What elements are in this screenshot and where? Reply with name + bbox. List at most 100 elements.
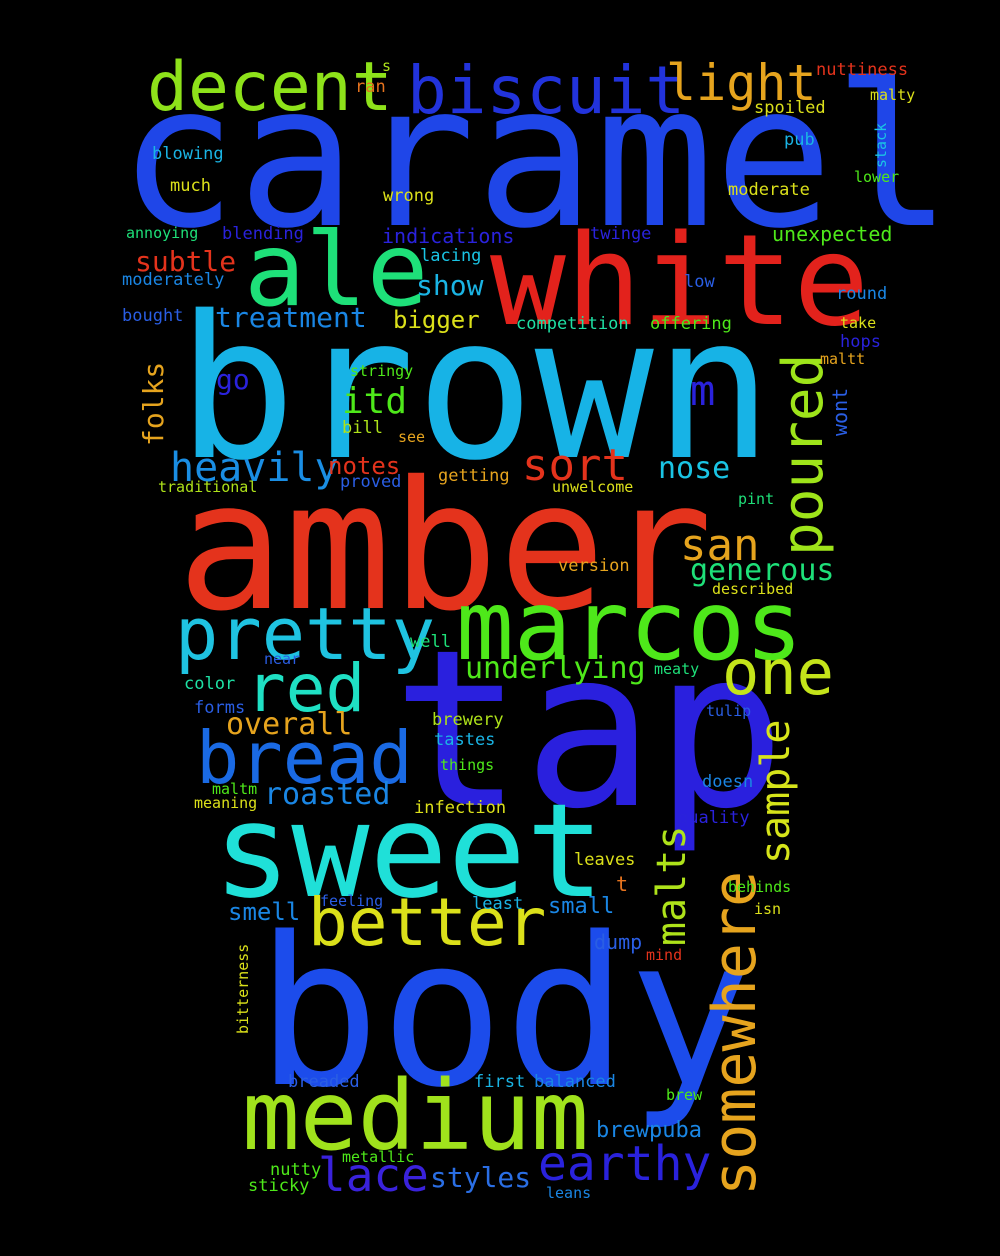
word-spoiled: spoiled	[754, 98, 826, 118]
word-blending: blending	[222, 224, 304, 244]
word-heavily: heavily	[170, 445, 339, 491]
word-feeling: feeling	[320, 892, 384, 910]
word-bill: bill	[342, 418, 383, 438]
word-well: well	[410, 632, 451, 652]
word-unexpected: unexpected	[772, 222, 893, 246]
word-maltt: maltt	[820, 350, 866, 368]
word-underlying: underlying	[465, 651, 646, 686]
word-lacing: lacing	[420, 246, 482, 266]
word-competition: competition	[516, 314, 629, 334]
word-leans: leans	[546, 1184, 592, 1202]
word-described: described	[712, 580, 794, 598]
word-wont: wont	[828, 387, 852, 436]
word-itd: itd	[342, 381, 408, 422]
word-take: take	[840, 314, 877, 332]
word-treatment: treatment	[215, 301, 367, 334]
word-quality: quality	[678, 808, 750, 828]
word-maltm: maltm	[212, 780, 258, 798]
word-sticky: sticky	[248, 1176, 310, 1196]
word-blowing: blowing	[152, 144, 224, 164]
word-amber: amber	[177, 443, 713, 650]
word-metallic: metallic	[342, 1148, 415, 1166]
word-much: much	[170, 176, 211, 196]
word-offering: offering	[650, 314, 732, 334]
word-poured: poured	[771, 353, 836, 556]
word-unwelcome: unwelcome	[552, 478, 634, 496]
word-red: red	[246, 650, 366, 727]
word-white: white	[490, 207, 870, 354]
word-isn: isn	[754, 900, 782, 918]
word-marcos: marcos	[456, 570, 803, 682]
word-medium: medium	[242, 1060, 589, 1172]
word-tap: tap	[392, 604, 786, 857]
word-m: m	[690, 366, 716, 415]
word-overall: overall	[226, 707, 353, 742]
word-one: one	[722, 636, 834, 709]
word-body: body	[256, 893, 753, 1133]
word-show: show	[416, 269, 484, 302]
word-bitterness: bitterness	[234, 943, 252, 1034]
word-leaves: leaves	[574, 850, 636, 870]
word-notes: notes	[328, 452, 401, 480]
word-ale: ale	[244, 211, 429, 330]
word-round: round	[836, 284, 888, 304]
word-subtle: subtle	[135, 245, 237, 278]
word-brown: brown	[177, 273, 774, 504]
word-infection: infection	[414, 798, 507, 818]
word-somewhere: somewhere	[700, 870, 770, 1196]
word-annoying: annoying	[126, 224, 199, 242]
word-bigger: bigger	[393, 306, 480, 334]
word-smell: smell	[228, 898, 301, 926]
word-tastes: tastes	[434, 730, 496, 750]
word-color: color	[184, 674, 236, 694]
word-stringy: stringy	[350, 362, 414, 380]
word-proved: proved	[340, 472, 402, 492]
word-malts: malts	[649, 825, 695, 946]
word-things: things	[440, 756, 495, 774]
word-go: go	[216, 363, 250, 396]
word-balanced: balanced	[534, 1072, 616, 1092]
word-breaded: breaded	[288, 1072, 360, 1092]
word-twinge: twinge	[590, 224, 652, 244]
word-decent: decent	[147, 48, 393, 127]
word-brewery: brewery	[432, 710, 504, 730]
word-doesn: doesn	[702, 772, 754, 792]
word-hops: hops	[840, 332, 881, 352]
word-version: version	[558, 556, 630, 576]
word-brew: brew	[666, 1086, 703, 1104]
word-pub: pub	[784, 130, 815, 150]
word-stack: stack	[872, 122, 890, 168]
word-indications: indications	[382, 224, 515, 248]
word-lace: lace	[318, 1148, 429, 1202]
word-traditional: traditional	[158, 478, 258, 496]
word-wrong: wrong	[383, 186, 435, 206]
word-biscuit: biscuit	[407, 52, 686, 129]
word-ran: ran	[355, 77, 386, 97]
word-pint: pint	[738, 490, 775, 508]
word-better: better	[308, 884, 547, 961]
word-lower: lower	[854, 168, 900, 186]
word-sort: sort	[522, 440, 628, 491]
word-sweet: sweet	[213, 775, 605, 927]
word-low: low	[684, 272, 715, 292]
word-malty: malty	[870, 86, 916, 104]
word-mind: mind	[646, 946, 683, 964]
word-moderately: moderately	[122, 270, 225, 290]
word-sample: sample	[753, 719, 799, 865]
word-t: t	[616, 872, 629, 896]
word-roasted: roasted	[264, 777, 391, 812]
word-bread: bread	[196, 716, 413, 800]
word-s: s	[382, 57, 392, 75]
word-dump: dump	[594, 930, 643, 954]
word-brewpuba: brewpuba	[596, 1118, 702, 1143]
word-behinds: behinds	[728, 878, 792, 896]
word-meaning: meaning	[194, 794, 258, 812]
word-bought: bought	[122, 306, 184, 326]
word-least: least	[472, 894, 524, 914]
word-nose: nose	[658, 451, 731, 486]
word-styles: styles	[430, 1161, 532, 1194]
word-caramel: caramel	[118, 41, 953, 272]
word-meaty: meaty	[654, 660, 700, 678]
word-folks: folks	[137, 361, 170, 446]
word-nutty: nutty	[270, 1160, 322, 1180]
